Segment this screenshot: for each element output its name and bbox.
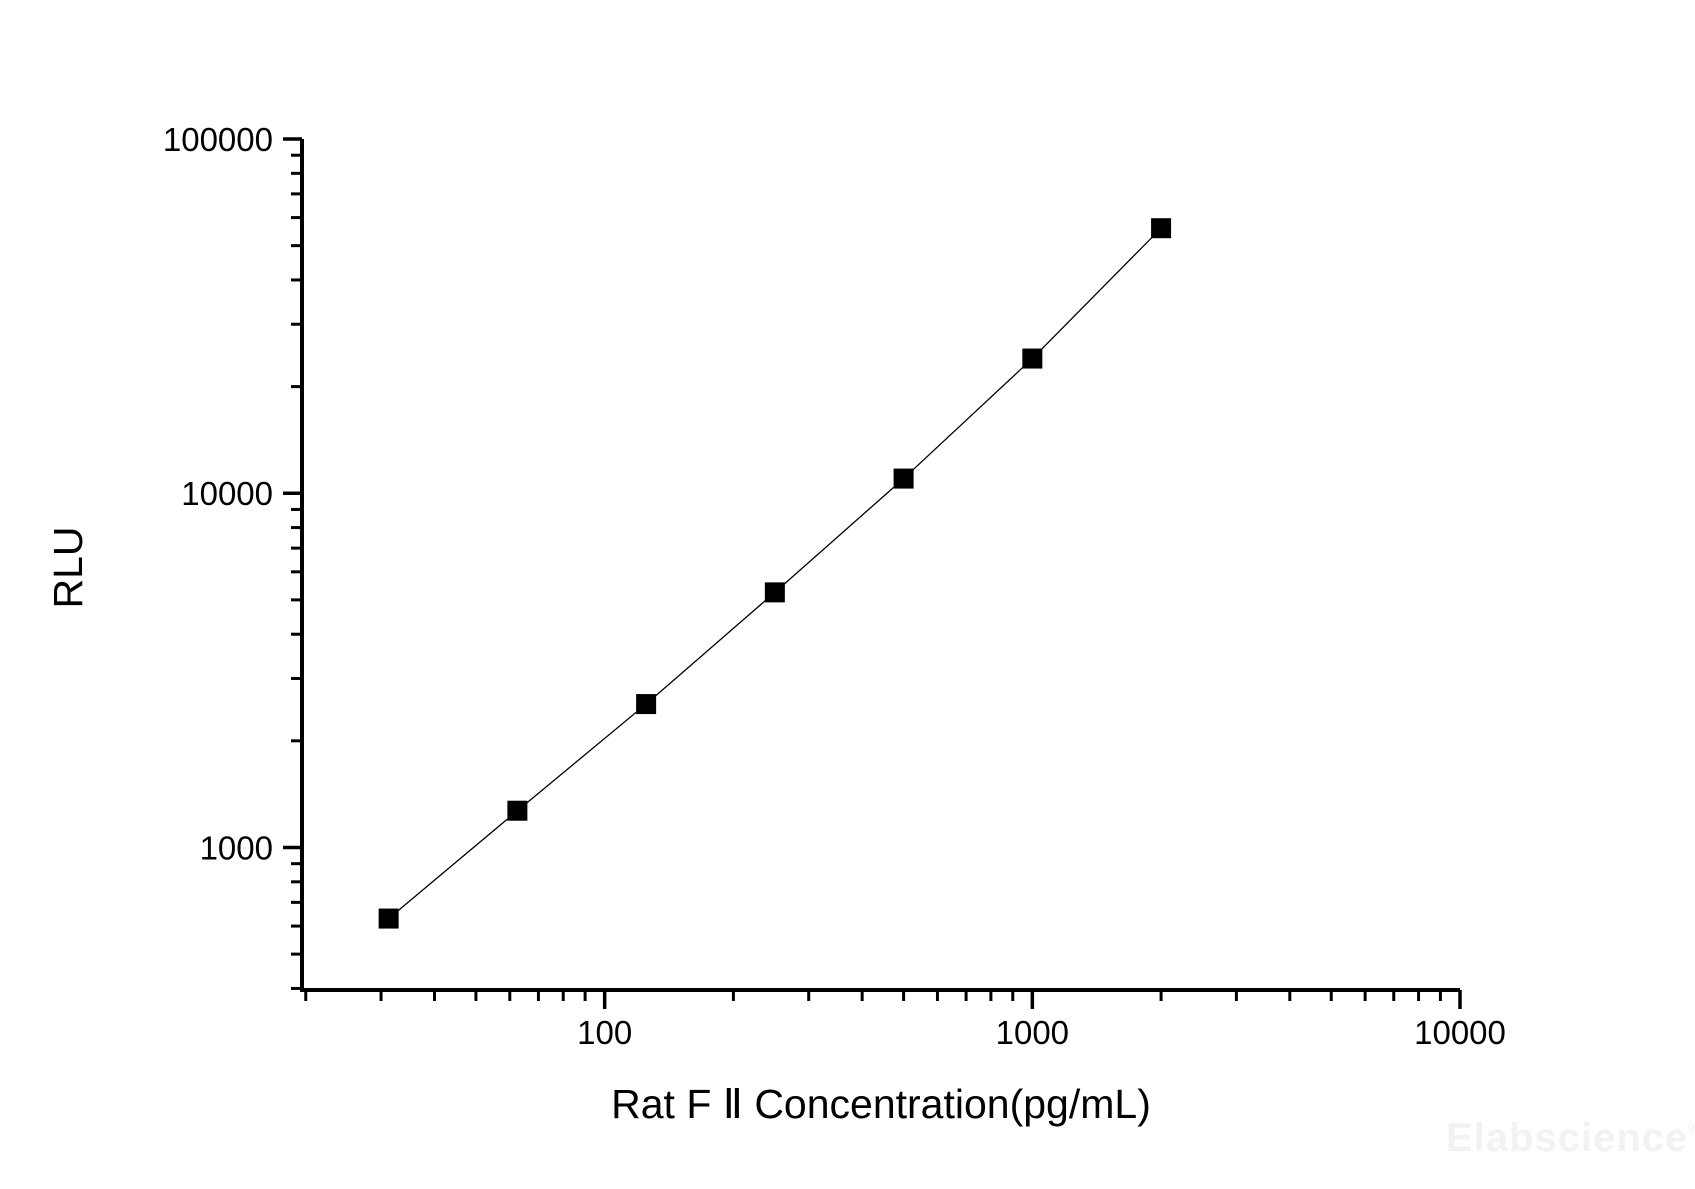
data-point-marker	[893, 468, 914, 489]
data-point-marker	[1022, 348, 1043, 369]
data-series	[378, 218, 1172, 929]
data-point-marker	[764, 582, 785, 603]
y-tick-label: 10000	[181, 475, 273, 512]
x-axis-title: Rat F Ⅱ Concentration(pg/mL)	[611, 1081, 1151, 1127]
data-point-marker	[636, 694, 657, 715]
series-line	[388, 227, 1162, 920]
watermark-text: Elabscience	[1446, 1116, 1689, 1160]
watermark-brand: Elabscience®	[1446, 1116, 1695, 1161]
y-tick-label: 100000	[163, 121, 273, 158]
registered-trademark-icon: ®	[1688, 1118, 1695, 1137]
x-axis: 100 1000 10000	[304, 990, 1506, 1051]
axis-spines	[300, 139, 1460, 992]
data-point-marker	[1151, 218, 1172, 239]
data-point-marker	[507, 800, 528, 821]
y-tick-label: 1000	[200, 829, 273, 866]
x-tick-label: 100	[577, 1014, 632, 1051]
y-axis-title: RLU	[45, 526, 91, 608]
data-point-marker	[378, 908, 399, 929]
x-tick-label: 10000	[1414, 1014, 1506, 1051]
x-tick-label: 1000	[996, 1014, 1069, 1051]
y-axis: 1000 10000 100000	[163, 121, 302, 990]
